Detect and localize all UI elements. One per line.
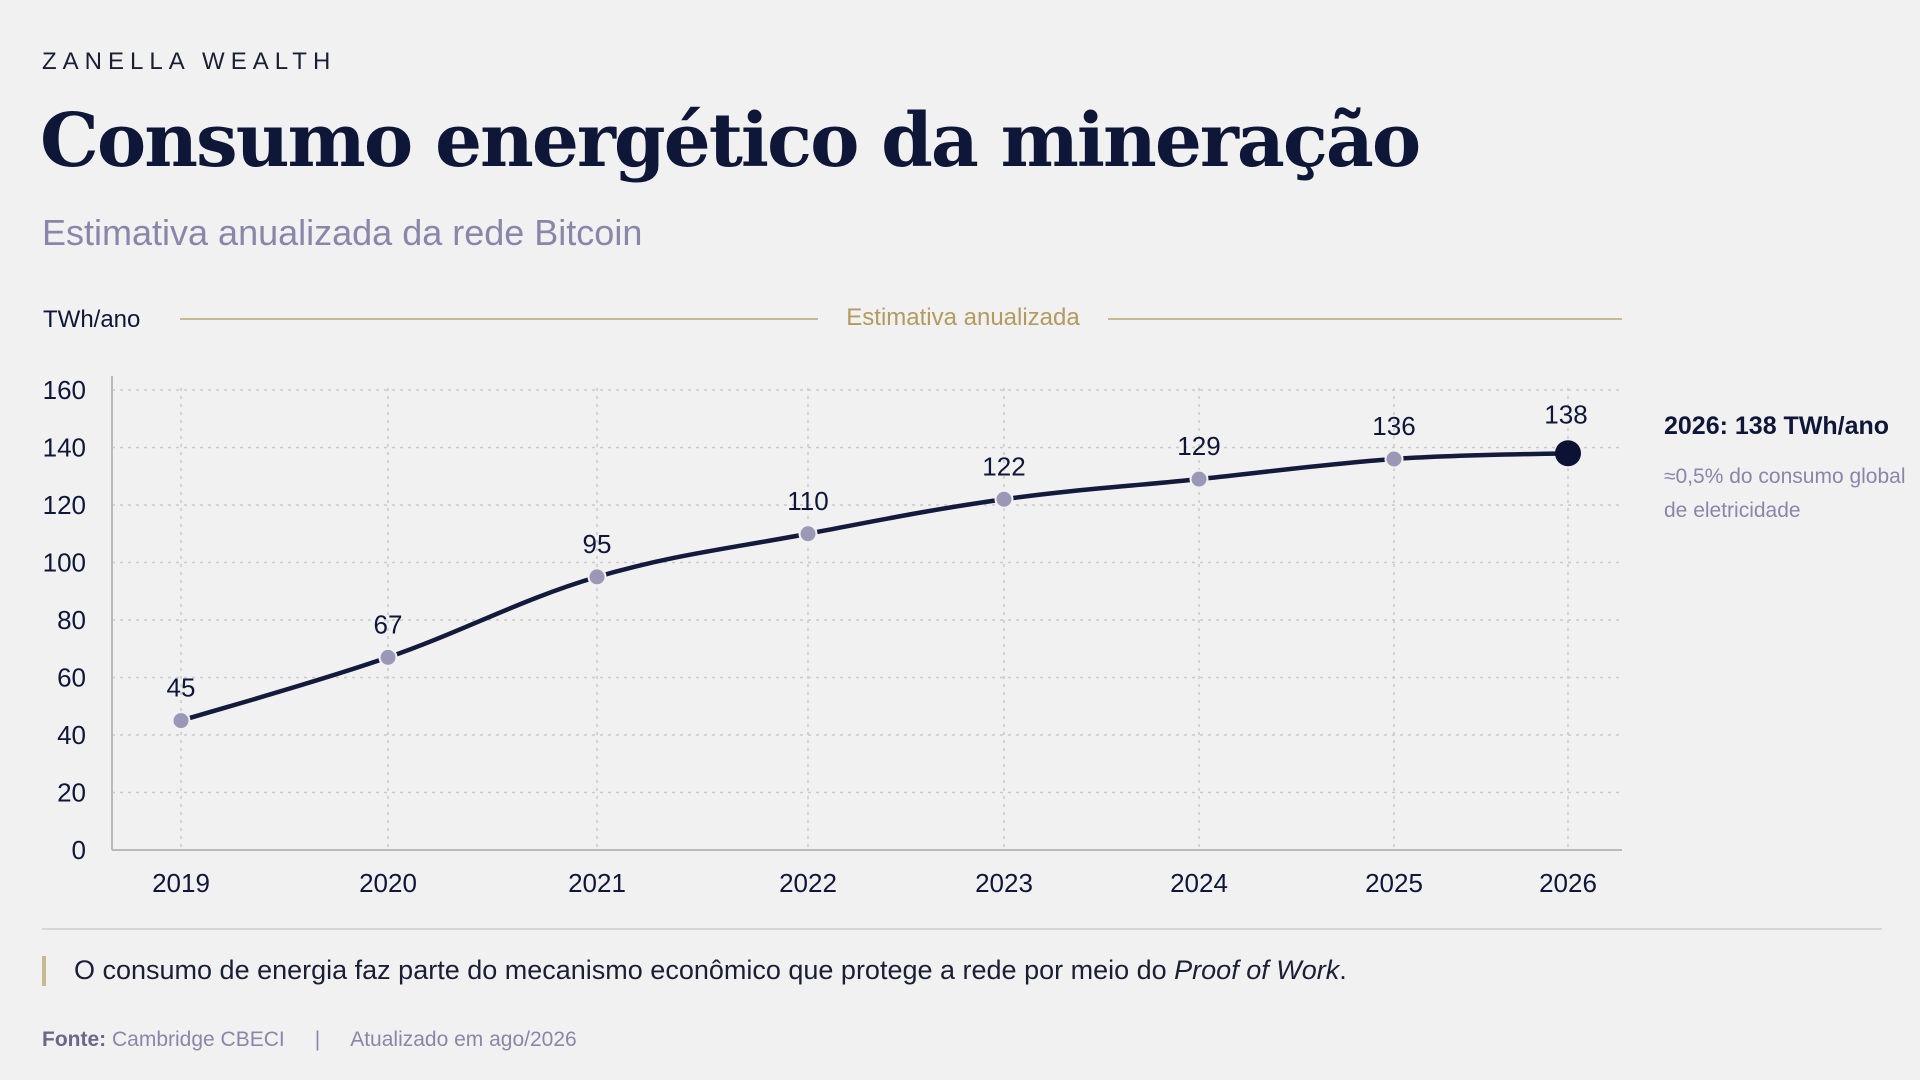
brand-name: ZANELLA WEALTH: [42, 48, 337, 75]
page-subtitle: Estimativa anualizada da rede Bitcoin: [42, 212, 643, 253]
y-tick-label: 60: [57, 663, 86, 693]
x-tick-label: 2026: [1539, 868, 1597, 898]
y-axis-unit-label: TWh/ano: [43, 306, 141, 333]
data-point-highlight: [1555, 440, 1581, 467]
band-label: Estimativa anualizada: [846, 304, 1080, 331]
data-label: 136: [1372, 411, 1415, 441]
data-label: 45: [167, 673, 196, 703]
x-tick-label: 2022: [779, 868, 837, 898]
data-point: [1384, 449, 1404, 469]
y-tick-label: 20: [57, 778, 86, 808]
data-label: 138: [1544, 399, 1587, 429]
data-label: 95: [583, 529, 612, 559]
data-point: [587, 567, 607, 587]
callout-note: ≈0,5% do consumo global de eletricidade: [1664, 465, 1906, 522]
x-tick-label: 2020: [359, 868, 417, 898]
data-point: [798, 524, 818, 544]
data-point: [378, 647, 398, 667]
callout-title: 2026: 138 TWh/ano: [1664, 412, 1890, 440]
note-emphasis: Proof of Work: [1174, 955, 1340, 985]
source-label: Fonte:: [42, 1028, 107, 1051]
x-tick-label: 2019: [152, 868, 210, 898]
x-tick-label: 2021: [568, 868, 626, 898]
footer-separator: |: [314, 1028, 321, 1051]
x-tick-label: 2024: [1170, 868, 1228, 898]
y-tick-label: 100: [43, 548, 86, 578]
divider: [42, 928, 1882, 930]
footnote-text: O consumo de energia faz parte do mecani…: [74, 955, 1347, 986]
y-tick-label: 140: [43, 433, 86, 463]
y-tick-label: 0: [72, 835, 86, 865]
y-tick-label: 40: [57, 720, 86, 750]
band-rule-left: [180, 318, 818, 320]
note-end: .: [1339, 955, 1347, 985]
page-title: Consumo energético da mineração: [40, 98, 1421, 184]
y-tick-label: 160: [43, 375, 86, 405]
footer: Fonte: Cambridge CBECI | Atualizado em ago…: [42, 1028, 577, 1052]
data-point: [994, 489, 1014, 509]
x-tick-label: 2025: [1365, 868, 1423, 898]
data-label: 110: [787, 486, 828, 516]
note-text: O consumo de energia faz parte do mecani…: [74, 955, 1175, 985]
y-tick-label: 80: [57, 605, 86, 635]
data-label: 67: [374, 609, 403, 639]
x-tick-label: 2023: [975, 868, 1033, 898]
data-label: 129: [1177, 431, 1220, 461]
updated-date: Atualizado em ago/2026: [350, 1028, 577, 1051]
y-tick-label: 120: [43, 490, 86, 520]
band-rule-right: [1108, 318, 1622, 320]
data-label: 122: [982, 451, 1025, 481]
series-line: [178, 451, 1571, 723]
note-accent-bar: [42, 956, 46, 986]
data-point: [1189, 469, 1209, 489]
source-value: Cambridge CBECI: [112, 1028, 285, 1051]
data-point: [171, 711, 191, 731]
